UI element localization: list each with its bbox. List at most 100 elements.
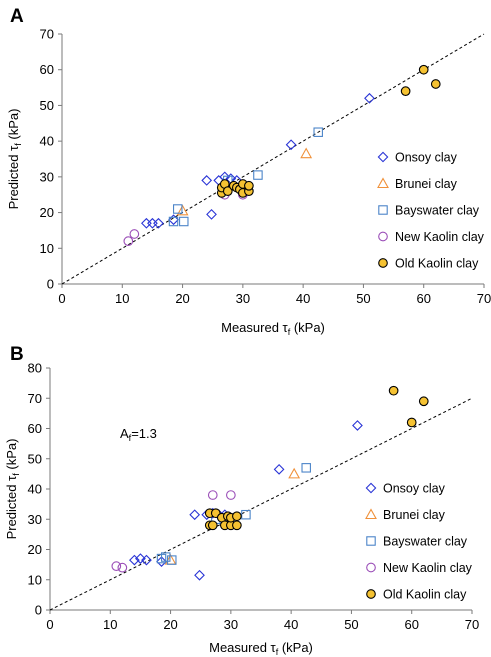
x-tick-label: 60	[404, 617, 418, 632]
series-old-kaolin-clay	[204, 385, 429, 531]
y-axis-label: Predicted τf (kPa)	[4, 439, 21, 540]
x-axis-label: Measured τf (kPa)	[209, 640, 313, 657]
y-tick-label: 30	[28, 512, 42, 527]
data-point	[117, 562, 128, 573]
legend-marker	[377, 151, 389, 163]
data-point	[226, 490, 236, 500]
y-tick-label: 60	[28, 421, 42, 436]
y-tick-label: 0	[47, 277, 54, 292]
y-tick-label: 50	[40, 98, 54, 113]
data-point	[244, 180, 254, 191]
data-point	[241, 509, 251, 520]
data-point	[406, 417, 417, 428]
chart-panel-a: A 0 10 20 30 40 50 60 70 0 10 20 30 40 50 60 70 Measured …	[6, 6, 491, 337]
y-tick-label: 40	[28, 482, 42, 497]
legend-label: New Kaolin clay	[395, 230, 485, 244]
x-tick-label: 20	[175, 291, 189, 306]
legend-marker	[378, 258, 388, 268]
data-point	[288, 467, 301, 479]
x-tick-label: 0	[46, 617, 53, 632]
x-tick-label: 70	[465, 617, 479, 632]
data-point	[400, 86, 411, 96]
data-point	[194, 569, 205, 581]
y-tick-label: 10	[28, 572, 42, 587]
data-point	[176, 204, 189, 216]
data-point	[206, 208, 217, 220]
y-tick-label: 50	[28, 451, 42, 466]
data-point	[418, 64, 429, 75]
data-point	[160, 552, 171, 562]
y-tick-label: 20	[28, 542, 42, 557]
reference-line	[49, 397, 473, 611]
y-tick-label: 20	[40, 205, 54, 220]
data-point	[189, 509, 201, 521]
x-tick-label: 70	[477, 291, 491, 306]
series-onsoy-clay	[141, 92, 375, 229]
legend-marker	[365, 482, 377, 494]
legend: Onsoy clay Brunei clay Bayswater clay New K…	[377, 151, 485, 271]
data-point	[172, 204, 183, 214]
x-tick-label: 60	[416, 291, 430, 306]
x-axis-label: Measured τf (kPa)	[221, 320, 325, 337]
y-axis-label: Predicted τf (kPa)	[6, 109, 23, 210]
legend: Onsoy clay Brunei clay Bayswater clay New K…	[365, 482, 473, 602]
legend-marker	[366, 589, 376, 599]
y-tick-label: 70	[28, 391, 42, 406]
panel-label: B	[10, 344, 24, 365]
legend-marker	[378, 205, 388, 215]
data-point	[153, 217, 164, 229]
data-point	[222, 186, 233, 196]
data-point	[301, 463, 311, 473]
legend-label: Bayswater clay	[395, 204, 480, 218]
data-point	[352, 420, 363, 431]
data-point	[253, 170, 263, 180]
legend-marker	[366, 562, 376, 573]
data-point	[418, 396, 429, 407]
series-old-kaolin-clay	[216, 64, 441, 198]
data-point	[147, 217, 158, 229]
y-tick-label: 10	[40, 241, 54, 256]
data-point	[207, 490, 218, 500]
x-tick-label: 50	[344, 617, 358, 632]
legend-marker	[377, 177, 389, 189]
chart-panel-b: B 0 10 20 30 40 50 60 70 0 10 20 30 40 50 60 70 80 Measure…	[4, 344, 479, 657]
data-point	[207, 520, 218, 531]
y-tick-label: 70	[40, 27, 54, 42]
data-point	[179, 216, 189, 227]
data-point	[300, 147, 313, 159]
data-point	[141, 217, 152, 229]
series-new-kaolin-clay	[111, 490, 236, 573]
series-bayswater-clay	[168, 127, 323, 227]
data-point	[129, 229, 140, 239]
data-point	[168, 214, 179, 226]
y-tick-label: 60	[40, 62, 54, 77]
data-point	[232, 520, 242, 531]
data-point	[129, 554, 140, 566]
legend-label: Bayswater clay	[383, 535, 468, 549]
x-tick-label: 0	[58, 291, 65, 306]
data-point	[285, 139, 297, 151]
x-tick-label: 20	[163, 617, 177, 632]
legend-label: Onsoy clay	[383, 482, 446, 496]
data-point	[232, 511, 242, 522]
legend-marker	[365, 508, 377, 520]
panel-label: A	[10, 6, 24, 27]
x-tick-label: 10	[103, 617, 117, 632]
x-tick-label: 10	[115, 291, 129, 306]
y-tick-label: 80	[28, 361, 42, 376]
data-point	[388, 385, 399, 396]
data-point	[167, 555, 177, 565]
data-point	[135, 553, 146, 564]
data-point	[364, 92, 375, 104]
series-new-kaolin-clay	[123, 189, 248, 246]
data-point	[156, 556, 167, 567]
data-point	[111, 561, 122, 571]
data-point	[430, 79, 441, 89]
y-tick-label: 30	[40, 169, 54, 184]
x-tick-label: 30	[224, 617, 238, 632]
factor-annotation: Af=1.3	[120, 426, 157, 443]
x-tick-label: 40	[284, 617, 298, 632]
data-point	[168, 216, 179, 227]
y-tick-label: 40	[40, 134, 54, 149]
